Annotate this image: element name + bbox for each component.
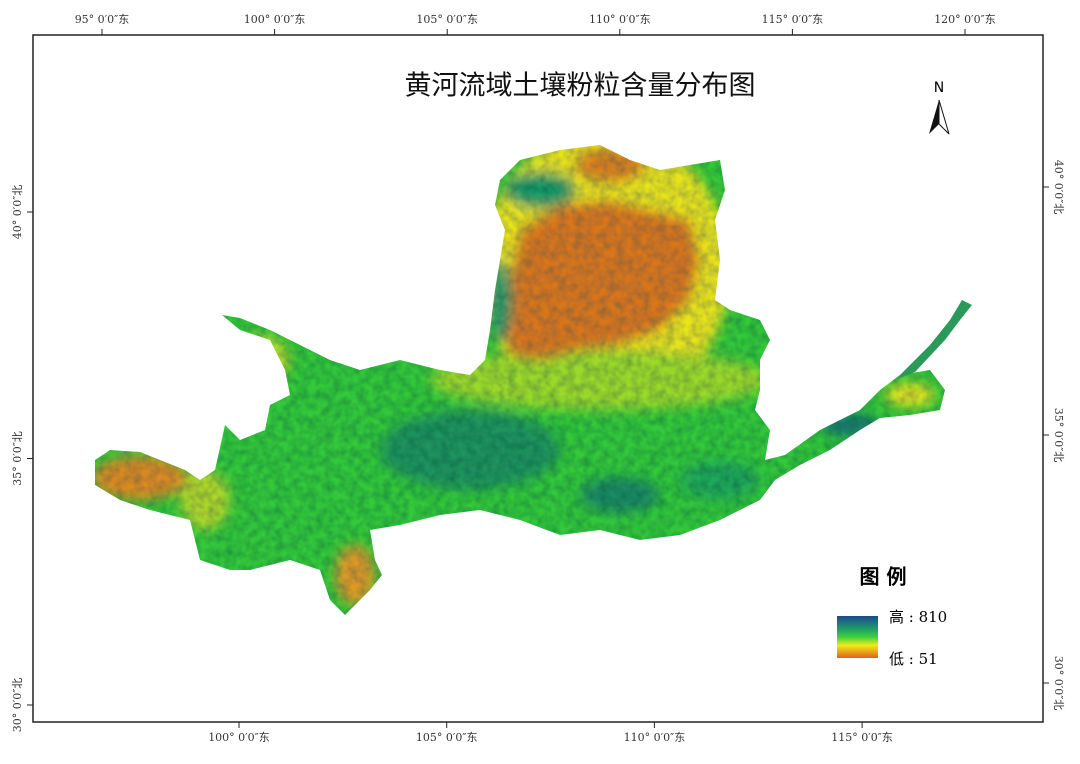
legend: 图 例 高 : 810 低 : 51 — [837, 565, 947, 668]
graticule-label: 100° 0′0″东 — [244, 13, 306, 26]
north-arrow-right — [938, 99, 950, 135]
graticule-label: 110° 0′0″东 — [589, 13, 651, 26]
north-label: N — [934, 80, 944, 96]
legend-title: 图 例 — [860, 565, 907, 589]
graticule-label: 30° 0′0″北 — [1052, 656, 1065, 711]
map-title: 黄河流域土壤粉粒含量分布图 — [405, 71, 756, 102]
map-frame — [32, 34, 1044, 723]
north-arrow: N — [929, 80, 950, 135]
graticule-label: 35° 0′0″北 — [1052, 408, 1065, 463]
graticule-label: 105° 0′0″东 — [416, 13, 478, 26]
graticule-label: 100° 0′0″东 — [208, 731, 270, 744]
river-reach — [895, 300, 972, 380]
legend-high: 高 : 810 — [889, 608, 947, 626]
graticule-label: 105° 0′0″东 — [416, 731, 478, 744]
graticule-label: 40° 0′0″北 — [11, 185, 24, 240]
graticule-label: 30° 0′0″北 — [11, 678, 24, 733]
north-arrow-left — [929, 100, 939, 134]
graticule-label: 115° 0′0″东 — [831, 731, 893, 744]
graticule-label: 40° 0′0″北 — [1052, 160, 1065, 215]
graticule-label: 115° 0′0″东 — [762, 13, 824, 26]
graticule-label: 35° 0′0″北 — [11, 431, 24, 486]
graticule-label: 110° 0′0″东 — [624, 731, 686, 744]
graticule-label: 95° 0′0″东 — [75, 13, 130, 26]
legend-low: 低 : 51 — [889, 650, 938, 668]
legend-color-ramp — [837, 616, 878, 658]
graticule-label: 120° 0′0″东 — [934, 13, 996, 26]
